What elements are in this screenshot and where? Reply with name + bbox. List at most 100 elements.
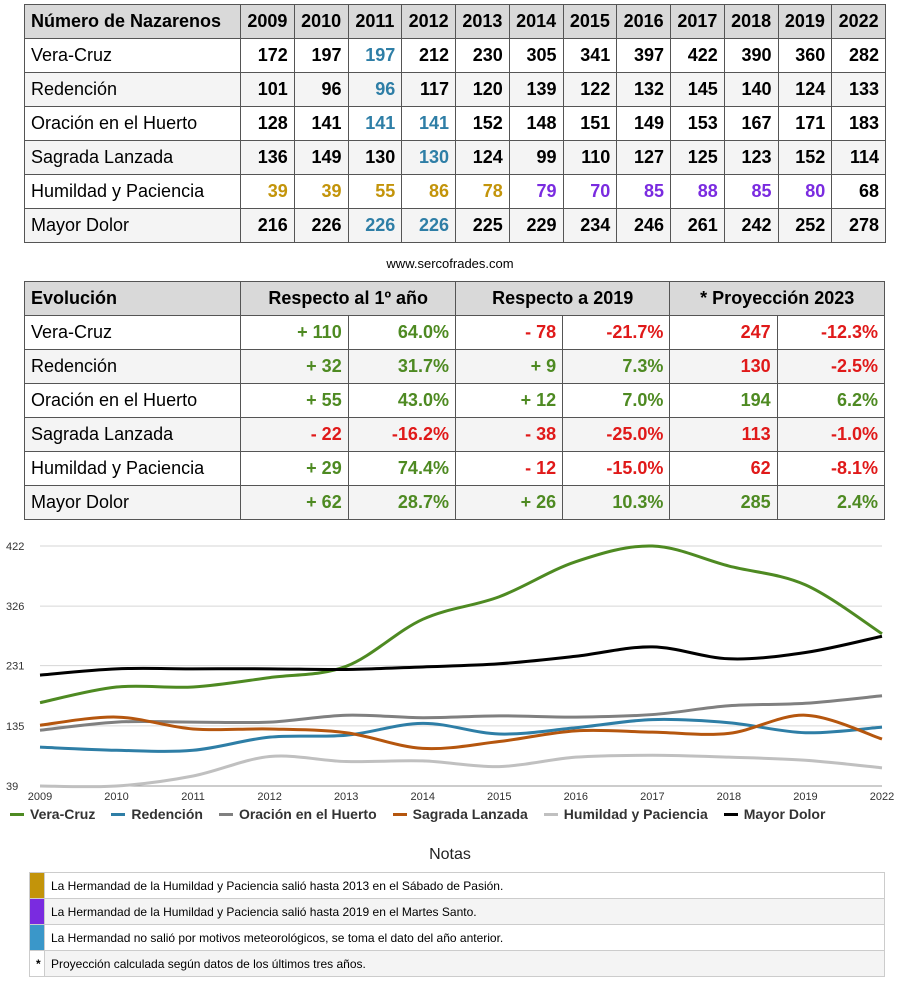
value-cell: 282 — [831, 38, 886, 73]
value-cell: 183 — [831, 106, 886, 141]
value-cell: 99 — [508, 140, 564, 175]
legend-swatch — [723, 812, 738, 816]
value-cell: 140 — [723, 72, 779, 107]
value-cell: 136 — [240, 140, 295, 175]
value-cell: 226 — [293, 208, 349, 243]
x-tick-label: 2013 — [334, 791, 358, 802]
projection-value: 285 — [669, 485, 778, 520]
projection-value: 194 — [669, 383, 778, 418]
source-credit: www.sercofrades.com — [386, 256, 514, 271]
y-tick-label: 422 — [6, 541, 24, 553]
evolution-row: Oración en el Huerto + 55 43.0% + 12 7.0% 194… — [23, 383, 886, 418]
row-name: Mayor Dolor — [24, 208, 241, 243]
note-text: La Hermandad de la Humildad y Paciencia … — [44, 898, 885, 925]
pct-first-year: 31.7% — [347, 349, 456, 384]
value-cell: 226 — [401, 208, 456, 243]
value-cell: 55 — [347, 174, 403, 209]
row-name: Oración en el Huerto — [24, 106, 241, 141]
row-name: Mayor Dolor — [23, 485, 242, 520]
value-cell: 133 — [831, 72, 886, 107]
value-cell: 261 — [670, 208, 725, 243]
x-tick-label: 2015 — [487, 791, 511, 802]
nazarenos-row: Oración en el Huerto 128 141 141 141 152 148 15… — [24, 106, 886, 141]
diff-2019: - 78 — [454, 315, 564, 350]
value-cell: 172 — [240, 38, 295, 73]
legend-label: Sagrada Lanzada — [412, 806, 528, 822]
diff-2019: - 12 — [454, 451, 564, 486]
x-tick-label: 2011 — [181, 791, 205, 802]
pct-first-year: 64.0% — [347, 315, 456, 350]
projection-pct: -1.0% — [776, 417, 886, 452]
year-header: 2013 — [455, 4, 510, 39]
value-cell: 148 — [508, 106, 564, 141]
value-cell: 252 — [777, 208, 833, 243]
diff-2019: + 26 — [454, 485, 564, 520]
evolution-header-row: Evolución Respecto al 1º año Respecto a … — [23, 281, 885, 316]
value-cell: 171 — [777, 106, 833, 141]
value-cell: 68 — [831, 174, 886, 209]
note-row: La Hermandad de la Humildad y Paciencia … — [29, 872, 885, 899]
series-line — [39, 713, 883, 751]
series-line — [39, 694, 883, 732]
diff-2019: + 9 — [454, 349, 564, 384]
value-cell: 422 — [670, 38, 725, 73]
value-cell: 127 — [616, 140, 671, 175]
value-cell: 341 — [562, 38, 618, 73]
value-cell: 96 — [293, 72, 349, 107]
value-cell: 123 — [723, 140, 779, 175]
value-cell: 151 — [562, 106, 618, 141]
value-cell: 360 — [777, 38, 833, 73]
projection-pct: -8.1% — [776, 451, 886, 486]
evolution-header-label: Evolución — [23, 281, 242, 316]
year-header: 2017 — [670, 4, 725, 39]
series-line — [39, 753, 883, 789]
notes-table: La Hermandad de la Humildad y Paciencia … — [29, 872, 885, 977]
year-header: 2018 — [723, 4, 779, 39]
nazarenos-table: Número de Nazarenos 2009 2010 2011 2012 … — [24, 4, 886, 243]
value-cell: 141 — [293, 106, 349, 141]
value-cell: 79 — [508, 174, 564, 209]
x-tick-label: 2010 — [104, 791, 128, 802]
value-cell: 139 — [508, 72, 564, 107]
value-cell: 278 — [831, 208, 886, 243]
year-header: 2022 — [831, 4, 886, 39]
evolution-row: Redención + 32 31.7% + 9 7.3% 130 -2.5% — [23, 349, 886, 384]
value-cell: 85 — [616, 174, 671, 209]
note-color-swatch — [29, 898, 45, 925]
value-cell: 80 — [777, 174, 833, 209]
value-cell: 242 — [723, 208, 779, 243]
value-cell: 125 — [670, 140, 725, 175]
x-tick-label: 2017 — [640, 791, 664, 802]
projection-pct: -2.5% — [776, 349, 886, 384]
value-cell: 128 — [240, 106, 295, 141]
value-cell: 39 — [240, 174, 295, 209]
legend-item: Mayor Dolor — [723, 806, 826, 822]
evolution-col-2019: Respecto a 2019 — [454, 281, 671, 316]
legend-swatch — [111, 812, 126, 816]
legend-item: Vera-Cruz — [10, 806, 95, 822]
value-cell: 110 — [562, 140, 618, 175]
value-cell: 230 — [455, 38, 510, 73]
nazarenos-row: Redención 101 96 96 117 120 139 122 132 145 140 124… — [24, 72, 886, 107]
row-name: Redención — [24, 72, 241, 107]
value-cell: 114 — [831, 140, 886, 175]
year-header: 2014 — [508, 4, 564, 39]
note-text: Proyección calculada según datos de los … — [44, 950, 885, 977]
notes-title: Notas — [429, 846, 471, 863]
value-cell: 226 — [347, 208, 403, 243]
row-name: Vera-Cruz — [24, 38, 241, 73]
series-line — [39, 634, 883, 677]
year-header: 2010 — [293, 4, 349, 39]
x-tick-label: 2014 — [410, 791, 434, 802]
year-header: 2016 — [616, 4, 671, 39]
value-cell: 130 — [401, 140, 456, 175]
value-cell: 305 — [508, 38, 564, 73]
pct-first-year: 28.7% — [347, 485, 456, 520]
nazarenos-row: Vera-Cruz 172 197 197 212 230 305 341 397 422 390 3… — [24, 38, 886, 73]
pct-2019: 7.3% — [562, 349, 671, 384]
legend-label: Mayor Dolor — [743, 806, 826, 822]
value-cell: 88 — [670, 174, 725, 209]
nazarenos-header-label: Número de Nazarenos — [24, 4, 241, 39]
row-name: Humildad y Paciencia — [24, 174, 241, 209]
value-cell: 216 — [240, 208, 295, 243]
